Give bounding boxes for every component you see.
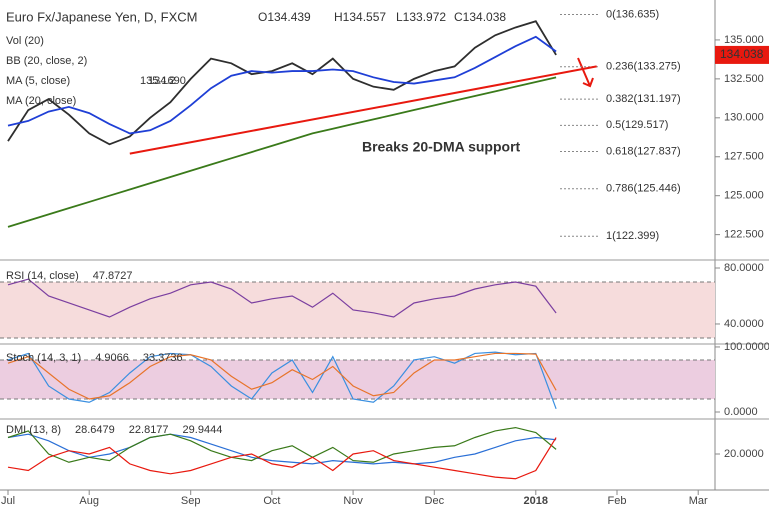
x-tick-label: Mar [689, 495, 708, 507]
legend-label: BB (20, close, 2) [6, 55, 87, 67]
band [0, 282, 715, 338]
series-line [7, 426, 557, 463]
series-line [7, 20, 557, 146]
series-line [7, 352, 557, 400]
fib-label: 0.786(125.446) [606, 183, 681, 195]
legend-label: Stoch (14, 3, 1) [6, 352, 81, 364]
legend-label: 22.8177 [129, 424, 169, 436]
y-tick-label: 122.500 [724, 229, 764, 241]
ohlc-high: H134.557 [334, 10, 386, 24]
fib-label: 1(122.399) [606, 230, 659, 242]
price-tag [715, 45, 769, 64]
y-tick-label: 100.0000 [724, 341, 769, 353]
legend-label: 28.6479 [75, 424, 115, 436]
legend-label: MA (5, close) [6, 75, 70, 87]
y-tick-label: 125.000 [724, 190, 764, 202]
y-tick-label: 0.0000 [724, 406, 758, 418]
price-tag-label: 134.038 [720, 47, 764, 61]
x-tick-label: Feb [608, 495, 627, 507]
y-tick-label: 80.0000 [724, 262, 764, 274]
fib-label: 0.5(129.517) [606, 119, 668, 131]
x-tick-label: Oct [263, 495, 280, 507]
legend-label: 4.9066 [95, 352, 129, 364]
legend-label: Vol (20) [6, 35, 44, 47]
legend-label: 134.2 [148, 75, 176, 87]
x-tick-label: Aug [79, 495, 99, 507]
ohlc-open: O134.439 [258, 10, 311, 24]
y-tick-label: 135.000 [724, 34, 764, 46]
legend-label: RSI (14, close) [6, 270, 79, 282]
legend-label: 47.8727 [93, 270, 133, 282]
fib-label: 0(136.635) [606, 8, 659, 20]
series-line [7, 76, 557, 228]
series-line [7, 437, 557, 480]
series-line [7, 433, 557, 465]
ohlc-low: L133.972 [396, 10, 446, 24]
legend-label: MA (20, close) [6, 95, 76, 107]
y-tick-label: 127.500 [724, 151, 764, 163]
legend-label: 29.9444 [183, 424, 223, 436]
legend-label: 135.1690 [140, 75, 186, 87]
legend-label: DMI (13, 8) [6, 424, 61, 436]
arrow [577, 57, 594, 88]
annotation: Breaks 20-DMA support [362, 139, 521, 155]
y-tick-label: 130.000 [724, 112, 764, 124]
ohlc-close: C134.038 [454, 10, 506, 24]
x-tick-label: Dec [425, 495, 445, 507]
series-line [7, 35, 557, 135]
x-tick-label: 2018 [524, 495, 548, 507]
chart-title: Euro Fx/Japanese Yen, D, FXCM [6, 9, 197, 24]
band [0, 359, 715, 400]
legend-label: 33.3736 [143, 352, 183, 364]
x-tick-label: Jul [1, 495, 15, 507]
trendline [129, 65, 597, 155]
y-tick-label: 40.0000 [724, 318, 764, 330]
fib-label: 0.618(127.837) [606, 145, 681, 157]
series-line [7, 278, 557, 318]
header: Euro Fx/Japanese Yen, D, FXCM O134.439 H… [6, 9, 506, 24]
fib-label: 0.382(131.197) [606, 93, 681, 105]
x-tick-label: Nov [343, 495, 363, 507]
x-tick-label: Sep [181, 495, 201, 507]
y-tick-label: 132.500 [724, 73, 764, 85]
fib-label: 0.236(133.275) [606, 61, 681, 73]
y-tick-label: 20.0000 [724, 448, 764, 460]
